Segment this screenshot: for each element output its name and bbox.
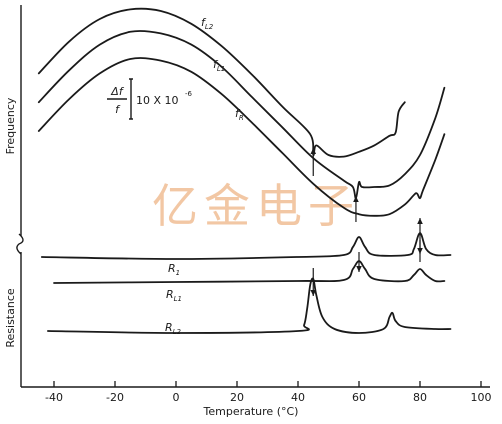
series-labels: fL2 fL1 fR R1 RL1 RL2	[165, 16, 244, 336]
x-tick-label: -40	[45, 391, 63, 404]
x-tick-label: 60	[352, 391, 366, 404]
scale-label-exponent: -6	[185, 90, 193, 98]
x-tick-label: 80	[413, 391, 427, 404]
frequency-curve-fl2	[37, 7, 406, 158]
x-tick-label: 20	[230, 391, 244, 404]
label-fL1: fL1	[213, 58, 225, 73]
x-tick-label: 0	[173, 391, 180, 404]
frequency-curve-fl1	[37, 30, 446, 200]
scale-label-denominator: f	[115, 103, 121, 116]
curves	[37, 7, 452, 334]
x-tick-label: -20	[106, 391, 124, 404]
resistance-curve-rl1	[53, 260, 446, 284]
resistance-arrow-1-head	[310, 290, 317, 296]
watermark: 亿金电子	[152, 179, 360, 233]
frequency-arrow-1-head	[310, 148, 317, 154]
label-R1: R1	[168, 262, 180, 277]
resistance-arrow-2-head	[356, 266, 362, 272]
watermark-text: 亿金电子	[152, 179, 360, 233]
label-RL2: RL2	[165, 321, 182, 336]
y-axis-label-resistance: Resistance	[4, 288, 17, 348]
arrows	[310, 148, 423, 296]
frequency-curve-fr	[37, 57, 446, 217]
label-fR: fR	[235, 107, 244, 122]
scale-label-value: 10 X 10	[136, 94, 179, 107]
x-tick-label: 100	[471, 391, 492, 404]
label-RL1: RL1	[166, 288, 182, 303]
x-tick-label: 40	[291, 391, 305, 404]
scale-label-bracket	[129, 78, 133, 120]
label-fL2: fL2	[201, 16, 214, 31]
frequency-arrow-3-head	[417, 218, 423, 224]
y-axis-break	[16, 233, 24, 255]
scale-label-numerator: Δf	[110, 85, 125, 98]
scale-label: Δf f 10 X 10 -6	[107, 78, 193, 120]
resistance-arrow-3-head	[417, 248, 423, 254]
y-axis-label-frequency: Frequency	[4, 97, 17, 154]
axes	[16, 5, 490, 388]
x-ticks: -40 -20 0 20 40 60 80 100	[45, 381, 492, 404]
frequency-arrow-2-head	[353, 196, 359, 202]
resistance-curve-rl2	[47, 277, 452, 334]
resistance-curve-r1	[40, 232, 452, 260]
x-axis-label: Temperature (°C)	[203, 405, 299, 418]
